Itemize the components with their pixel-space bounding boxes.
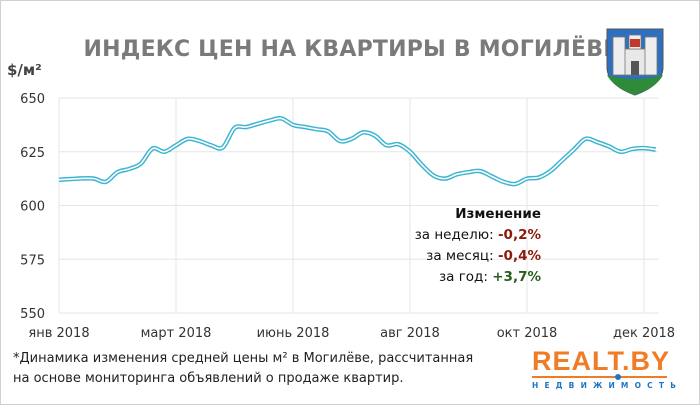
y-tick-label: 600 [20, 200, 45, 215]
y-tick-label: 625 [20, 146, 45, 161]
logo-subtitle: НЕДВИЖИМОСТЬ [532, 381, 683, 390]
price-line-chart: 550 575 600 625 650 янв 2018 март 2018 июнь 201… [20, 92, 675, 341]
logo-brand: REALT.BY [532, 346, 671, 376]
year-label: за год: [438, 269, 488, 285]
x-tick-label: март 2018 [141, 326, 212, 341]
x-tick-label: янв 2018 [28, 326, 89, 341]
series-line-inner [58, 117, 656, 185]
chart-title: ИНДЕКС ЦЕН НА КВАРТИРЫ В МОГИЛЁВЕ [83, 37, 619, 62]
y-tick-label: 650 [20, 92, 45, 107]
x-tick-label: окт 2018 [497, 326, 558, 341]
realt-by-logo[interactable]: REALT.BY НЕДВИЖИМОСТЬ [532, 347, 682, 390]
y-axis-unit: $/м² [7, 61, 42, 79]
week-label: за неделю: [414, 227, 494, 243]
change-heading: Изменение [455, 206, 541, 222]
month-label: за месяц: [426, 248, 494, 264]
change-summary: Изменение за неделю: -0,2% за месяц: -0,… [415, 204, 541, 288]
mogilev-coat-of-arms [606, 28, 664, 96]
footnote-line-2: на основе мониторинга объявлений о прода… [13, 371, 404, 386]
x-tick-label: авг 2018 [380, 326, 440, 341]
week-value: -0,2% [497, 227, 541, 243]
year-value: +3,7% [492, 269, 541, 285]
x-tick-label: июнь 2018 [257, 326, 330, 341]
y-tick-label: 575 [20, 253, 45, 268]
y-tick-label: 550 [20, 307, 45, 322]
footnote: *Динамика изменения средней цены м² в Мо… [13, 349, 473, 389]
logo-underline [532, 374, 667, 380]
x-tick-label: дек 2018 [613, 326, 675, 341]
footnote-line-1: *Динамика изменения средней цены м² в Мо… [13, 351, 474, 366]
month-value: -0,4% [497, 248, 541, 264]
series-line-outer [58, 116, 657, 187]
